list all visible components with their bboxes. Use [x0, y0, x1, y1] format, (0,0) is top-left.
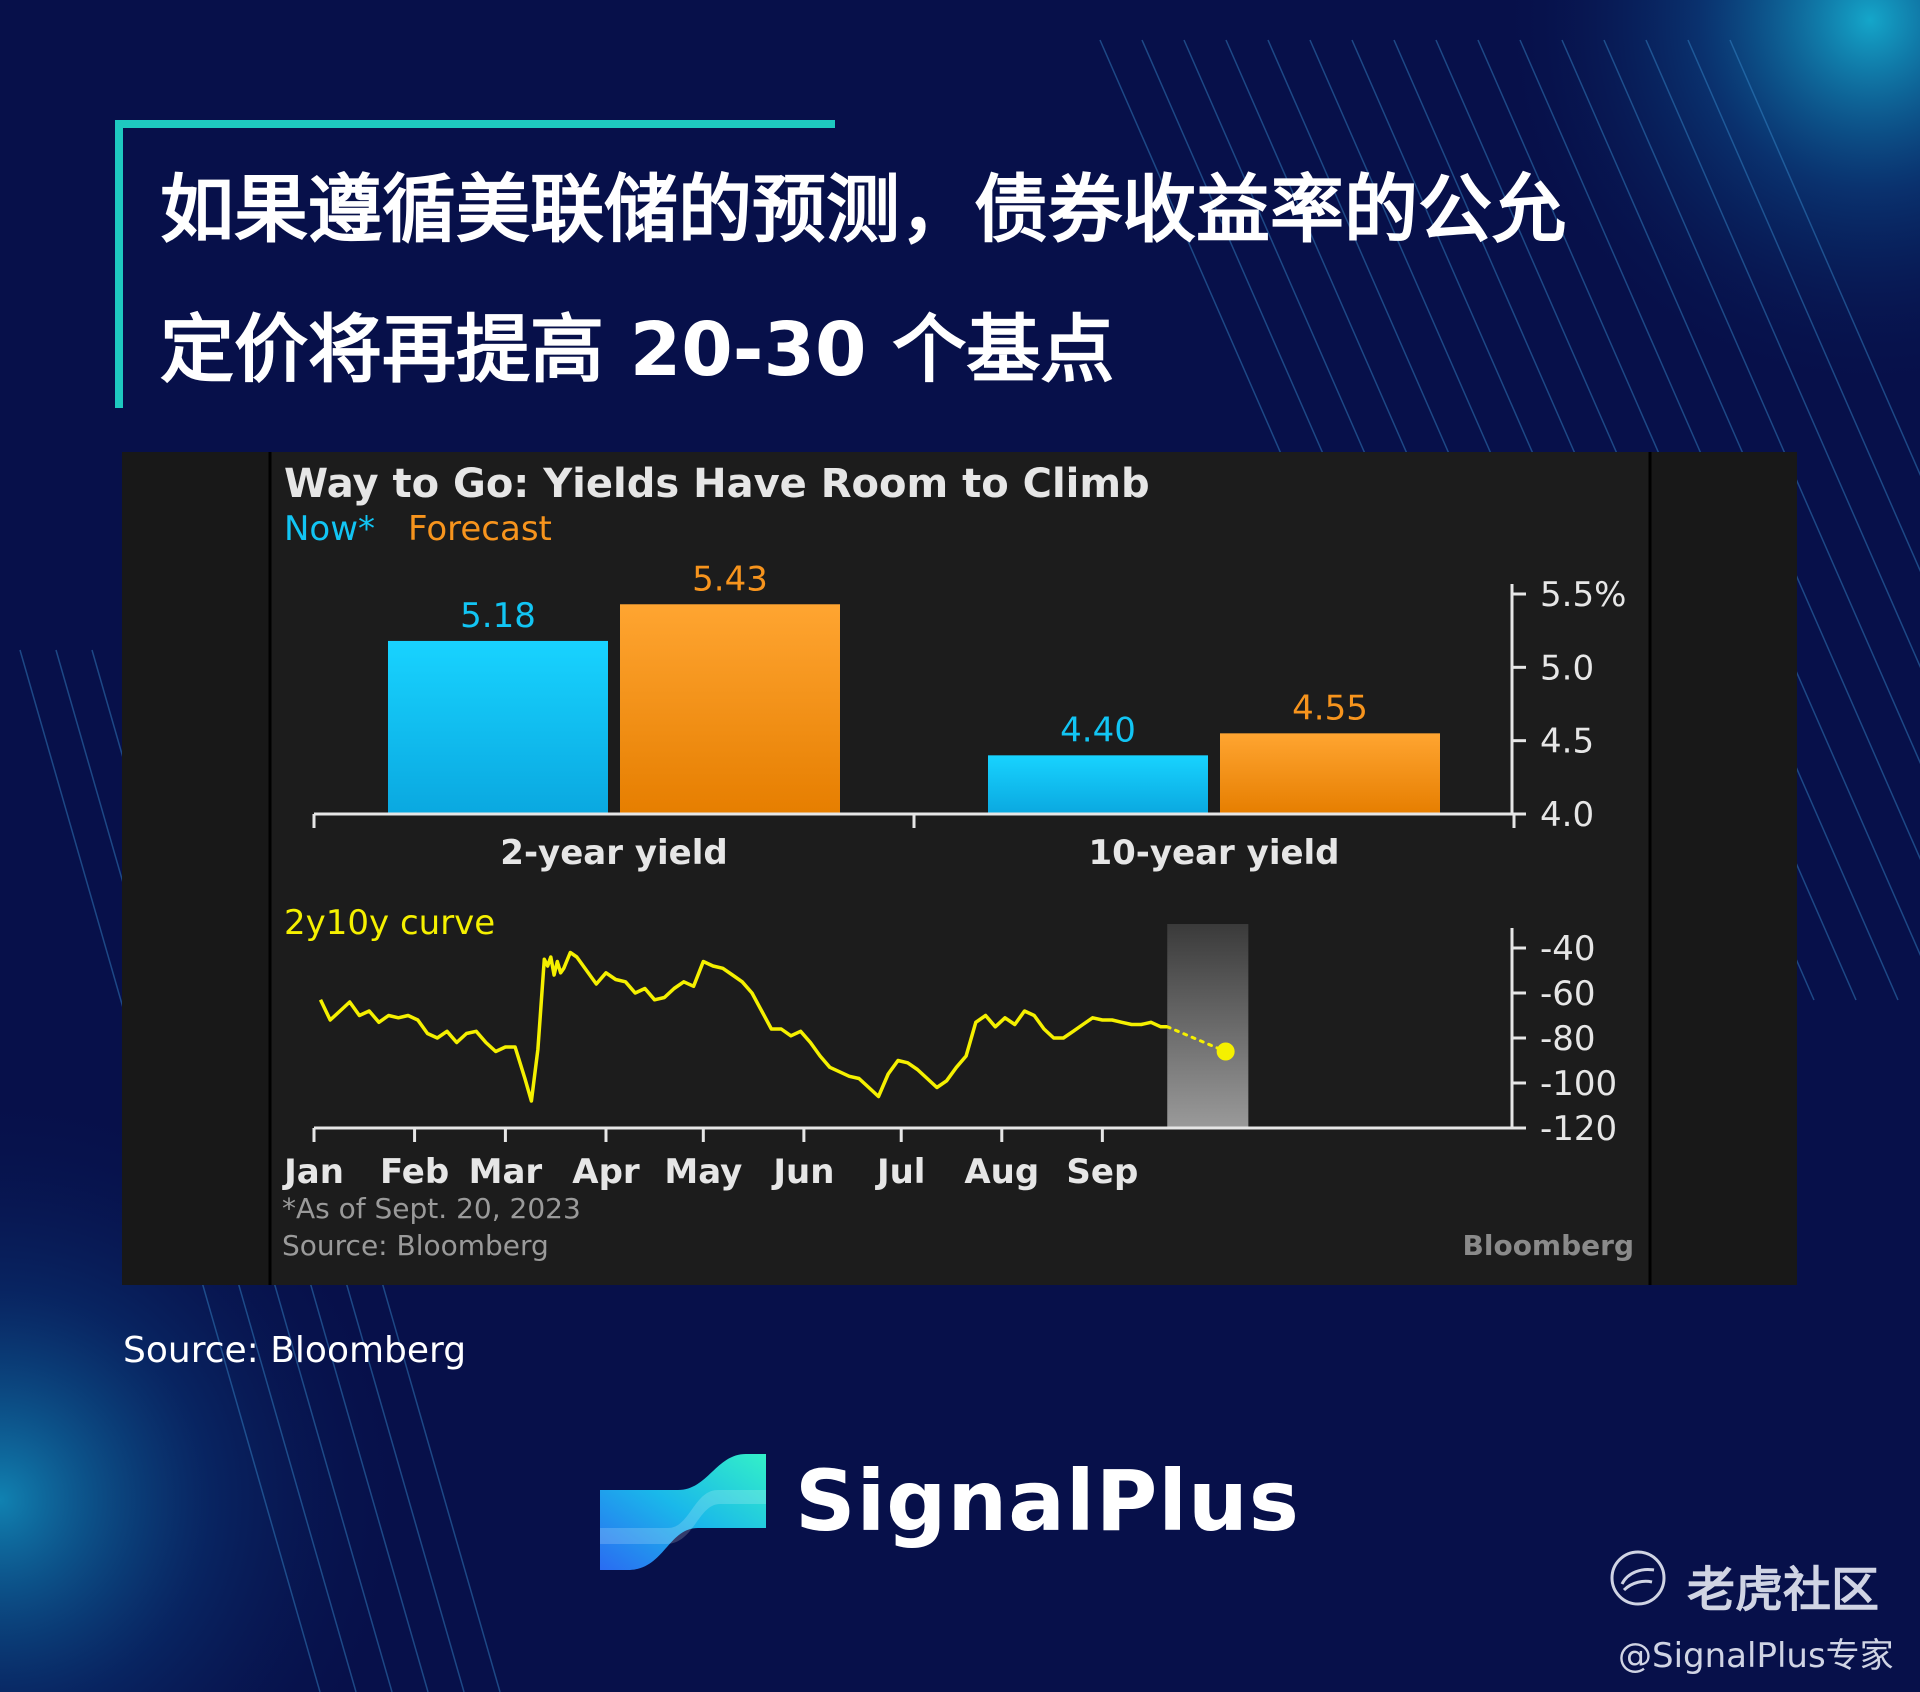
bar-forecast-1	[1220, 733, 1440, 814]
chart-graphic: Way to Go: Yields Have Room to Climb Now…	[268, 452, 1652, 1285]
category-label: 10-year yield	[1088, 833, 1339, 873]
bar-now-1	[988, 755, 1208, 814]
tiger-community-label: 老虎社区	[1687, 1562, 1880, 1618]
bar-value-label: 5.18	[460, 596, 536, 636]
bar-forecast-0	[620, 604, 840, 814]
headline-line-2: 定价将再提高 20-30 个基点	[160, 307, 1115, 393]
bar-y-tick-label: 5.5%	[1540, 575, 1626, 615]
footer-source: Source: Bloomberg	[123, 1330, 467, 1371]
month-label: Sep	[1066, 1152, 1138, 1192]
bar-value-label: 5.43	[692, 559, 768, 599]
signalplus-logo-icon	[600, 1454, 766, 1570]
signalplus-wordmark: SignalPlus	[795, 1452, 1300, 1550]
month-label: Jul	[875, 1152, 926, 1192]
curve-label: 2y10y curve	[284, 903, 495, 943]
bg-line	[1687, 39, 1920, 573]
chart-source: Source: Bloomberg	[282, 1229, 549, 1262]
headline-line-1: 如果遵循美联储的预测，债券收益率的公允	[160, 167, 1566, 253]
curve-y-tick-label: -60	[1540, 974, 1596, 1014]
bg-line	[1603, 39, 1920, 765]
month-label: Jan	[282, 1152, 344, 1192]
curve-y-tick-label: -80	[1540, 1019, 1596, 1059]
curve-y-tick-label: -120	[1540, 1109, 1617, 1149]
author-handle: @SignalPlus专家	[1618, 1636, 1894, 1676]
month-label: Aug	[964, 1152, 1039, 1192]
curve-forecast-point	[1216, 1042, 1235, 1061]
curve-line	[318, 950, 1168, 1103]
bg-line	[1645, 39, 1920, 669]
bar-now-0	[388, 640, 608, 814]
bg-line	[1729, 39, 1920, 477]
curve-y-tick-label: -100	[1540, 1064, 1617, 1104]
forecast-shaded-region	[1167, 924, 1249, 1128]
month-label: Jun	[771, 1152, 834, 1192]
legend-forecast: Forecast	[408, 509, 552, 549]
legend-now: Now*	[284, 509, 375, 549]
chart-note: *As of Sept. 20, 2023	[282, 1192, 581, 1225]
month-label: May	[664, 1152, 742, 1192]
chart-title: Way to Go: Yields Have Room to Climb	[284, 461, 1150, 507]
bar-value-label: 4.55	[1292, 688, 1368, 728]
bar-chart: 5.18 5.43 2-year yield 4.40 4.55 10-year yiel…	[312, 559, 1626, 873]
month-label: Apr	[572, 1152, 640, 1192]
headline: 如果遵循美联储的预测，债券收益率的公允 定价将再提高 20-30 个基点	[160, 140, 1800, 420]
headline-accent-top	[115, 120, 835, 128]
bar-y-tick-label: 5.0	[1540, 648, 1594, 688]
bar-value-label: 4.40	[1060, 710, 1136, 750]
chart-panel: Way to Go: Yields Have Room to Climb Now…	[122, 452, 1797, 1285]
month-label: Mar	[469, 1152, 543, 1192]
category-label: 2-year yield	[500, 833, 727, 873]
curve-chart: Jan Feb Mar Apr May Jun Jul Aug Sep -40 -60 -80 -100…	[282, 924, 1617, 1192]
curve-y-tick-label: -40	[1540, 929, 1596, 969]
bar-y-tick-label: 4.0	[1540, 795, 1594, 835]
chart-inner-frame	[270, 452, 1650, 1285]
bar-y-tick-label: 4.5	[1540, 722, 1594, 762]
tiger-community-logo-icon	[1610, 1550, 1666, 1606]
bloomberg-wordmark: Bloomberg	[1463, 1229, 1634, 1262]
curve-forecast-line	[1165, 1025, 1228, 1053]
headline-accent-bar	[115, 120, 123, 408]
month-label: Feb	[380, 1152, 449, 1192]
